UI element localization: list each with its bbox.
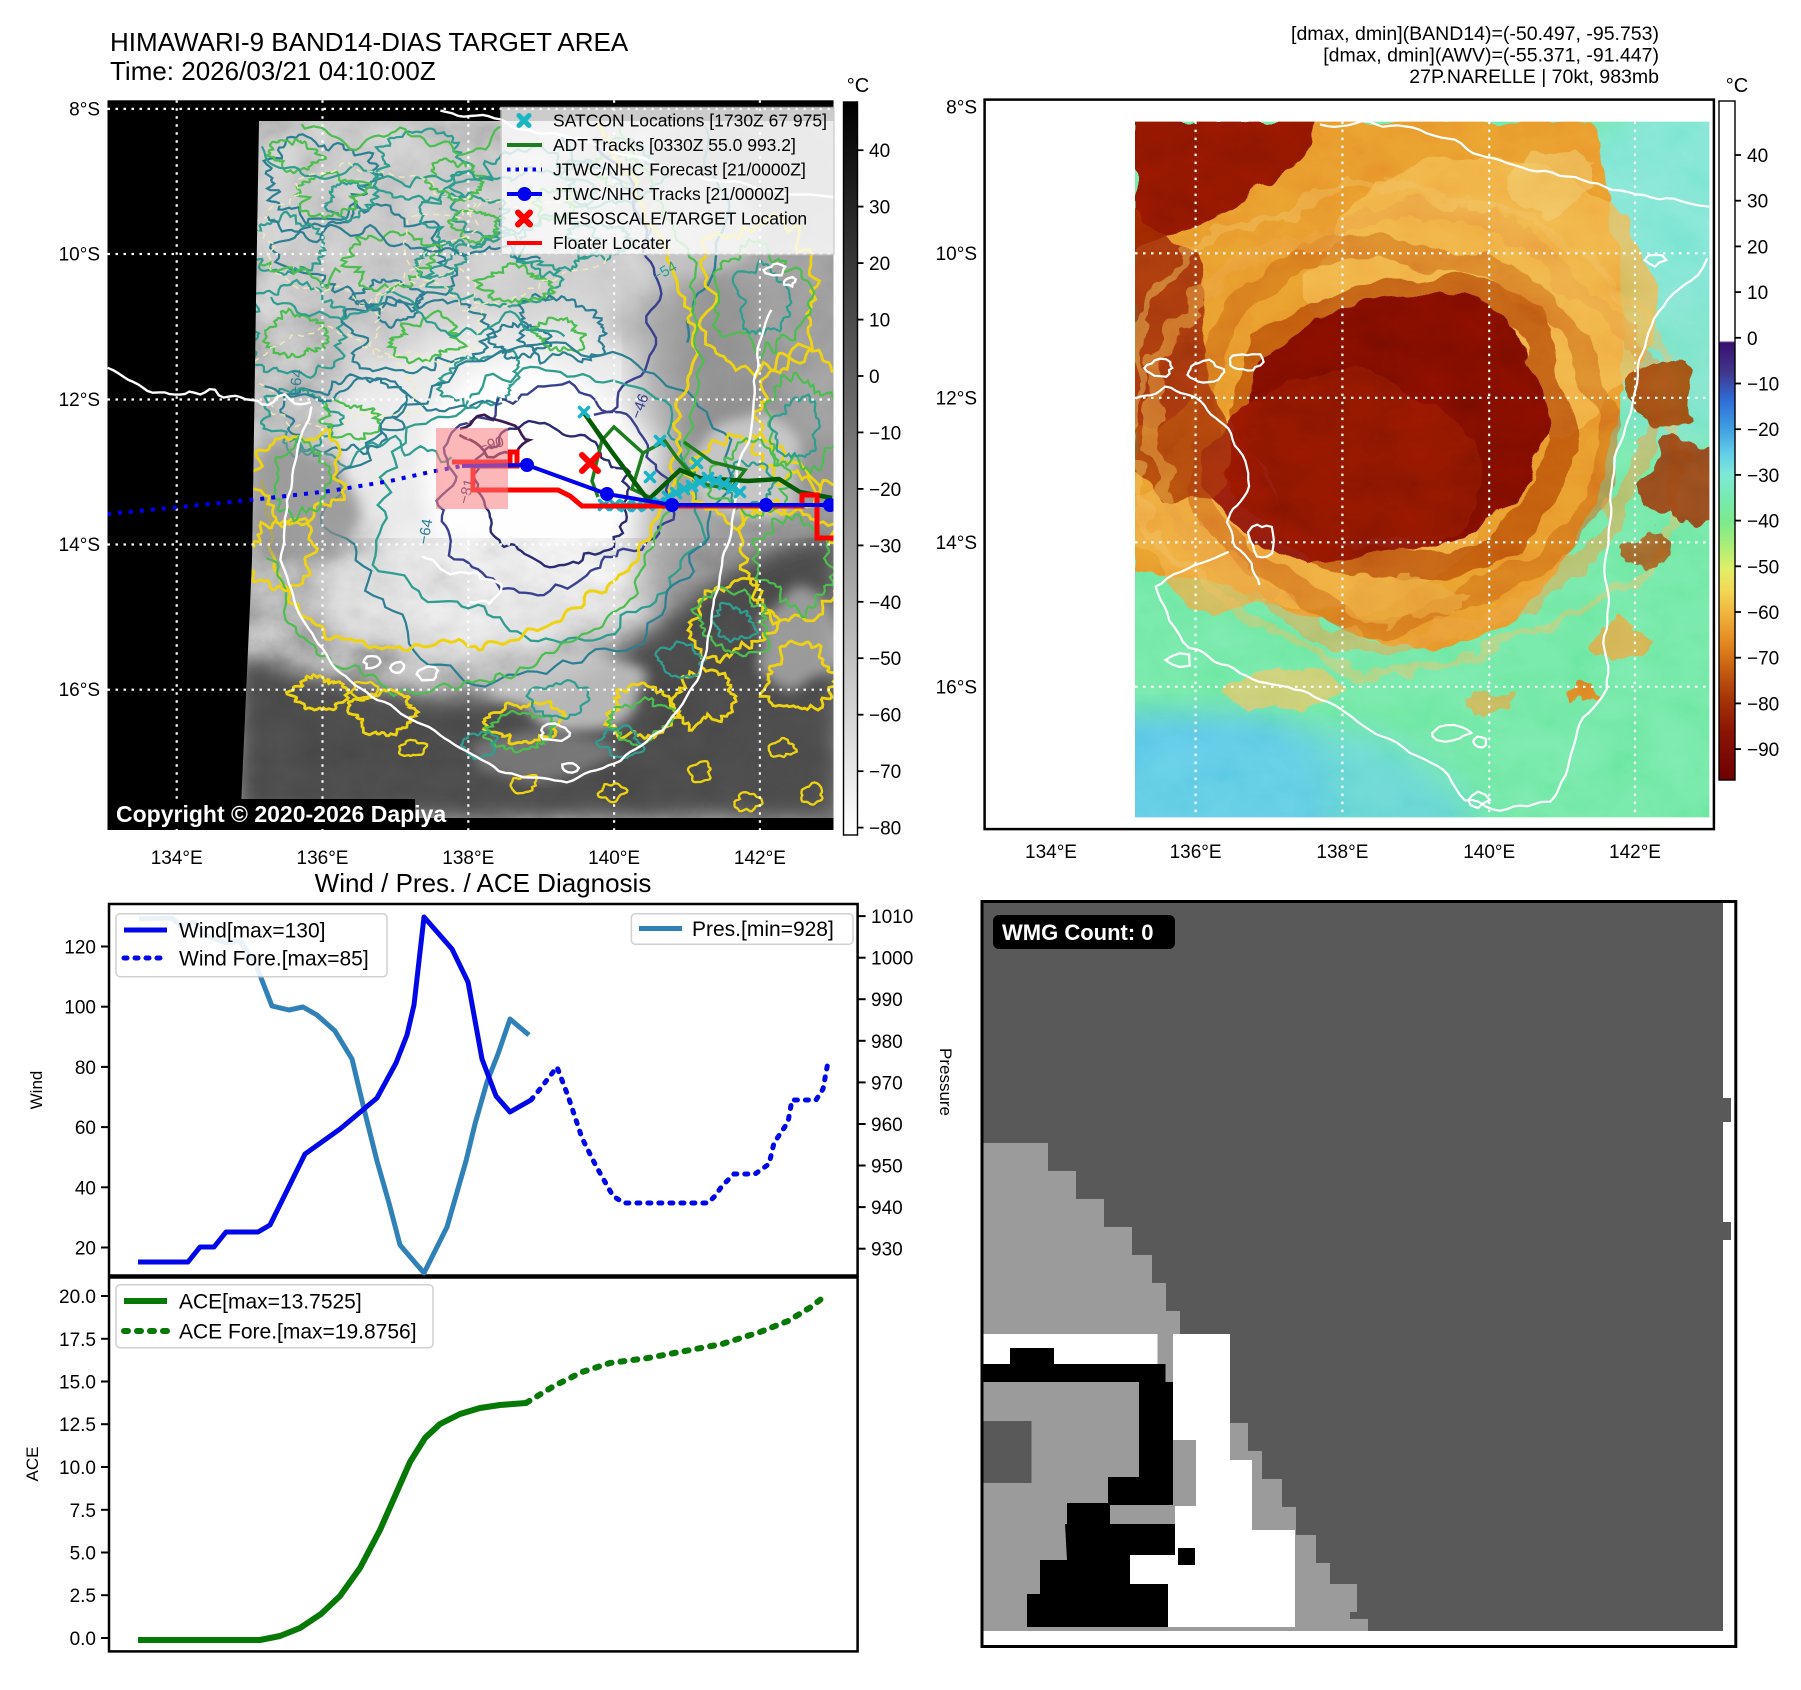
- svg-text:950: 950: [871, 1157, 903, 1178]
- svg-text:10°S: 10°S: [936, 244, 977, 265]
- svg-text:−10: −10: [869, 423, 901, 444]
- svg-text:2.5: 2.5: [70, 1586, 96, 1607]
- svg-text:8°S: 8°S: [946, 98, 977, 119]
- svg-text:20.0: 20.0: [59, 1287, 96, 1308]
- svg-text:12.5: 12.5: [59, 1415, 96, 1436]
- svg-text:930: 930: [871, 1240, 903, 1261]
- svg-text:−64: −64: [287, 369, 306, 396]
- svg-text:[dmax, dmin](BAND14)=(-50.497,: [dmax, dmin](BAND14)=(-50.497, -95.753): [1291, 23, 1659, 45]
- svg-text:−30: −30: [1747, 466, 1779, 487]
- svg-text:12°S: 12°S: [59, 390, 100, 411]
- svg-text:10: 10: [869, 311, 890, 332]
- svg-text:15.0: 15.0: [59, 1373, 96, 1394]
- svg-text:−64: −64: [415, 518, 436, 546]
- svg-text:−50: −50: [1747, 557, 1779, 578]
- svg-text:ADT Tracks [0330Z 55.0 993.2]: ADT Tracks [0330Z 55.0 993.2]: [553, 135, 796, 155]
- svg-text:7.5: 7.5: [70, 1501, 96, 1522]
- svg-text:ACE: ACE: [23, 1447, 42, 1482]
- svg-text:−40: −40: [1747, 512, 1779, 533]
- svg-text:80: 80: [75, 1058, 96, 1079]
- svg-text:Time: 2026/03/21 04:10:00Z: Time: 2026/03/21 04:10:00Z: [110, 56, 436, 86]
- svg-text:12°S: 12°S: [936, 388, 977, 409]
- svg-text:0: 0: [869, 367, 880, 388]
- svg-text:16°S: 16°S: [59, 680, 100, 701]
- svg-text:120: 120: [64, 938, 96, 959]
- svg-text:0: 0: [1747, 329, 1758, 350]
- svg-text:136°E: 136°E: [1170, 842, 1222, 863]
- svg-text:[dmax, dmin](AWV)=(-55.371, -9: [dmax, dmin](AWV)=(-55.371, -91.447): [1323, 45, 1659, 67]
- svg-text:−10: −10: [1747, 375, 1779, 396]
- svg-text:20: 20: [1747, 237, 1768, 258]
- svg-text:−80: −80: [1747, 694, 1779, 715]
- svg-text:−30: −30: [869, 536, 901, 557]
- svg-text:10.0: 10.0: [59, 1458, 96, 1479]
- svg-text:40: 40: [75, 1178, 96, 1199]
- svg-text:136°E: 136°E: [297, 848, 349, 869]
- svg-text:17.5: 17.5: [59, 1330, 96, 1351]
- svg-text:−60: −60: [869, 706, 901, 727]
- svg-text:Wind[max=130]: Wind[max=130]: [179, 920, 326, 943]
- svg-text:138°E: 138°E: [442, 848, 494, 869]
- svg-text:1000: 1000: [871, 949, 913, 970]
- svg-text:5.0: 5.0: [70, 1544, 96, 1565]
- svg-text:HIMAWARI-9 BAND14-DIAS TARGET: HIMAWARI-9 BAND14-DIAS TARGET AREA: [110, 27, 629, 57]
- svg-text:SATCON Locations [1730Z 67 975: SATCON Locations [1730Z 67 975]: [553, 111, 827, 131]
- svg-text:Wind / Pres. / ACE Diagnosis: Wind / Pres. / ACE Diagnosis: [315, 868, 652, 898]
- svg-text:20: 20: [869, 254, 890, 275]
- svg-text:−70: −70: [869, 762, 901, 783]
- svg-text:Copyright © 2020-2026 Dapiya: Copyright © 2020-2026 Dapiya: [116, 801, 446, 827]
- svg-text:Wind: Wind: [27, 1071, 46, 1110]
- svg-text:14°S: 14°S: [59, 535, 100, 556]
- svg-text:−20: −20: [869, 480, 901, 501]
- svg-text:30: 30: [1747, 192, 1768, 213]
- svg-text:JTWC/NHC Forecast [21/0000Z]: JTWC/NHC Forecast [21/0000Z]: [553, 160, 806, 180]
- svg-text:Wind Fore.[max=85]: Wind Fore.[max=85]: [179, 948, 369, 971]
- svg-text:10: 10: [1747, 283, 1768, 304]
- svg-text:ACE[max=13.7525]: ACE[max=13.7525]: [179, 1291, 362, 1314]
- svg-text:142°E: 142°E: [1609, 842, 1661, 863]
- svg-text:40: 40: [1747, 146, 1768, 167]
- svg-text:30: 30: [869, 198, 890, 219]
- svg-text:°C: °C: [1726, 75, 1748, 97]
- svg-text:40: 40: [869, 141, 890, 162]
- svg-text:8°S: 8°S: [69, 99, 100, 120]
- svg-text:60: 60: [75, 1118, 96, 1139]
- svg-text:−80: −80: [869, 819, 901, 840]
- svg-text:−50: −50: [869, 649, 901, 670]
- svg-text:°C: °C: [847, 75, 869, 97]
- svg-text:−20: −20: [1747, 420, 1779, 441]
- svg-text:−70: −70: [1747, 649, 1779, 670]
- svg-text:138°E: 138°E: [1316, 842, 1368, 863]
- svg-text:Pres.[min=928]: Pres.[min=928]: [692, 918, 834, 941]
- svg-text:−90: −90: [1747, 740, 1779, 761]
- svg-text:100: 100: [64, 998, 96, 1019]
- svg-text:142°E: 142°E: [734, 848, 786, 869]
- svg-text:140°E: 140°E: [1463, 842, 1515, 863]
- svg-text:20: 20: [75, 1239, 96, 1260]
- svg-text:Pressure: Pressure: [936, 1048, 955, 1116]
- svg-text:134°E: 134°E: [151, 848, 203, 869]
- svg-text:JTWC/NHC Tracks [21/0000Z]: JTWC/NHC Tracks [21/0000Z]: [553, 184, 789, 204]
- svg-text:Floater Locater: Floater Locater: [553, 233, 671, 253]
- svg-text:WMG Count: 0: WMG Count: 0: [1002, 920, 1154, 945]
- svg-text:−40: −40: [869, 593, 901, 614]
- svg-text:0.0: 0.0: [70, 1629, 96, 1650]
- svg-text:ACE Fore.[max=19.8756]: ACE Fore.[max=19.8756]: [179, 1321, 417, 1344]
- svg-text:970: 970: [871, 1073, 903, 1094]
- svg-text:140°E: 140°E: [588, 848, 640, 869]
- svg-text:1010: 1010: [871, 907, 913, 928]
- svg-text:27P.NARELLE | 70kt, 983mb: 27P.NARELLE | 70kt, 983mb: [1409, 66, 1659, 88]
- svg-text:990: 990: [871, 990, 903, 1011]
- svg-text:14°S: 14°S: [936, 533, 977, 554]
- svg-text:980: 980: [871, 1032, 903, 1053]
- svg-text:10°S: 10°S: [59, 245, 100, 266]
- svg-text:134°E: 134°E: [1025, 842, 1077, 863]
- svg-text:16°S: 16°S: [936, 677, 977, 698]
- svg-text:−60: −60: [1747, 603, 1779, 624]
- svg-text:MESOSCALE/TARGET Location: MESOSCALE/TARGET Location: [553, 209, 807, 229]
- svg-text:940: 940: [871, 1198, 903, 1219]
- svg-text:960: 960: [871, 1115, 903, 1136]
